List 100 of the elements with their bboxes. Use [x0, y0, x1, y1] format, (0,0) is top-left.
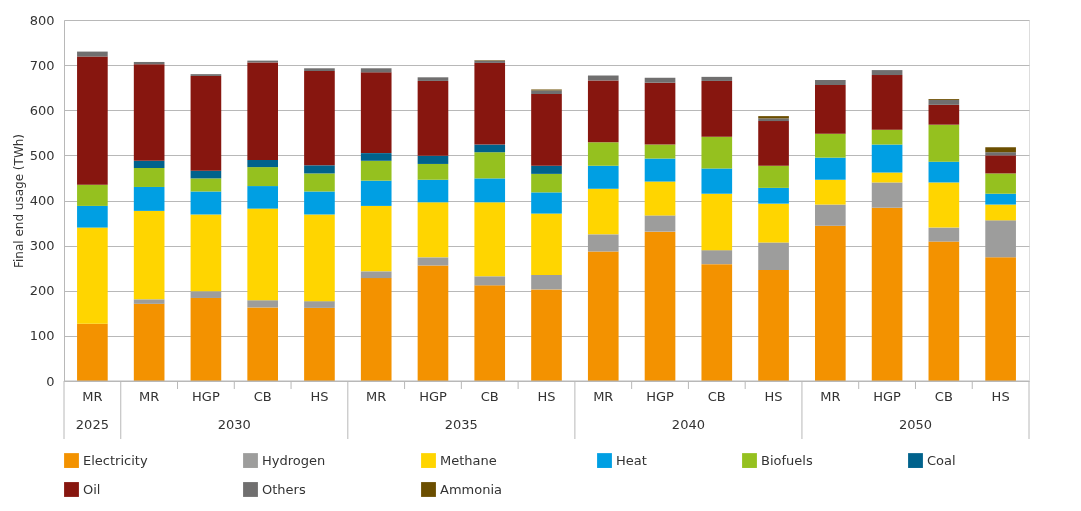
text: 2025	[75, 417, 109, 432]
bar	[247, 186, 278, 209]
bar	[531, 192, 562, 214]
bar	[758, 165, 789, 188]
x-tick-label: MR	[593, 389, 614, 404]
bar	[304, 70, 335, 166]
bar	[531, 94, 562, 166]
bar	[587, 142, 619, 166]
x-tick-label: HS	[991, 389, 1010, 404]
bar	[587, 234, 619, 252]
text: 2040	[671, 417, 705, 432]
bar	[417, 163, 449, 180]
bar	[360, 180, 392, 206]
bar	[474, 276, 506, 286]
bar	[360, 278, 392, 381]
bar	[871, 129, 903, 145]
x-tick-label: HS	[310, 389, 329, 404]
bar	[815, 80, 846, 85]
bar	[190, 178, 222, 192]
bar	[133, 64, 165, 161]
bar	[417, 202, 449, 258]
bar	[701, 80, 733, 137]
bar	[360, 68, 392, 73]
bar	[587, 251, 619, 381]
legend-label: Heat	[616, 452, 647, 468]
x-tick-label: CB	[934, 389, 953, 404]
bar	[474, 144, 506, 153]
legend-label: Methane	[440, 452, 497, 468]
bar	[77, 184, 108, 206]
bar	[928, 227, 960, 242]
bar	[474, 202, 506, 277]
bar	[304, 68, 335, 71]
bar	[360, 271, 392, 279]
text: 2050	[898, 417, 933, 432]
x-tick-label: MR	[820, 389, 841, 404]
x-tick-label: HGP	[646, 389, 675, 404]
bar	[985, 257, 1016, 381]
bar	[758, 187, 789, 204]
bar	[133, 160, 165, 169]
bar	[304, 301, 335, 308]
bar	[815, 204, 846, 226]
bar	[928, 104, 960, 125]
legend-label: Ammonia	[440, 481, 502, 497]
bar	[247, 159, 278, 168]
bar	[417, 265, 449, 381]
bar	[77, 227, 108, 324]
y-tick-label: 300	[29, 238, 55, 254]
bar	[985, 193, 1016, 205]
bar	[417, 77, 449, 81]
bar	[247, 167, 278, 187]
bar	[474, 285, 506, 381]
y-tick-label: 200	[29, 283, 55, 299]
bar	[190, 75, 222, 171]
bar	[871, 207, 903, 381]
bar	[985, 204, 1016, 221]
legend-label: Hydrogen	[262, 452, 326, 468]
bar	[247, 208, 278, 301]
legend-label: Oil	[83, 481, 101, 497]
bar	[304, 191, 335, 215]
bar	[531, 289, 562, 381]
bar	[474, 152, 506, 179]
bar	[644, 215, 676, 232]
x-tick-label: CB	[480, 389, 499, 404]
bar	[985, 173, 1016, 194]
bar	[815, 133, 846, 158]
bar	[644, 144, 676, 159]
bar	[247, 307, 278, 381]
bar	[928, 182, 960, 228]
bar	[304, 214, 335, 302]
bar	[247, 62, 278, 160]
bar	[871, 70, 903, 76]
bar	[701, 136, 733, 169]
bar	[360, 205, 392, 272]
bar	[928, 124, 960, 162]
x-tick-label: CB	[707, 389, 726, 404]
bar	[133, 186, 165, 211]
y-tick-label: 600	[29, 102, 55, 118]
bar	[815, 225, 846, 381]
x-tick-label: MR	[82, 389, 103, 404]
bar	[815, 179, 846, 205]
bar	[531, 165, 562, 174]
y-tick-label: 0	[46, 373, 55, 389]
bar	[417, 179, 449, 203]
bar	[815, 157, 846, 180]
legend-label: Biofuels	[761, 452, 813, 468]
bar	[360, 160, 392, 181]
bar	[701, 193, 733, 251]
y-tick-label: 400	[29, 193, 55, 208]
bar	[417, 155, 449, 164]
text: 2030	[217, 417, 251, 432]
bar	[190, 214, 222, 292]
bar	[360, 153, 392, 161]
bar	[644, 158, 676, 182]
bar	[77, 323, 108, 381]
y-tick-label: 800	[29, 12, 55, 28]
legend-label: Coal	[927, 452, 956, 468]
bar	[758, 121, 789, 166]
bar	[190, 291, 222, 298]
x-tick-label: CB	[253, 389, 272, 404]
bar	[587, 80, 619, 143]
